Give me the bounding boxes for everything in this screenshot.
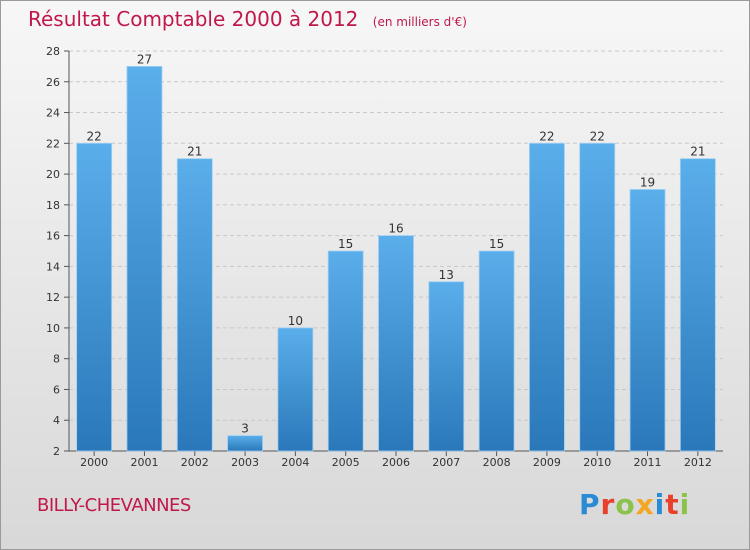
x-tick-label: 2008 xyxy=(483,456,511,469)
x-tick-label: 2011 xyxy=(634,456,662,469)
bar-value-label: 21 xyxy=(690,145,705,159)
bar-value-label: 13 xyxy=(439,268,454,282)
bar-value-label: 21 xyxy=(187,145,202,159)
x-tick-label: 2010 xyxy=(583,456,611,469)
x-tick-label: 2003 xyxy=(231,456,259,469)
x-tick-label: 2006 xyxy=(382,456,410,469)
x-tick-label: 2005 xyxy=(332,456,360,469)
bars xyxy=(76,65,716,452)
chart-subtitle: (en milliers d'€) xyxy=(372,15,467,29)
bar-2012 xyxy=(679,158,716,452)
y-tick-label: 8 xyxy=(53,353,60,366)
bar-2011 xyxy=(629,189,666,452)
bar-2008 xyxy=(478,250,515,452)
bar-value-label: 15 xyxy=(338,237,353,251)
bar-value-label: 22 xyxy=(539,129,554,143)
bar-2000 xyxy=(76,142,113,452)
bar-value-label: 27 xyxy=(137,52,152,66)
labels: 2468101214161820222426282220002720012120… xyxy=(46,45,712,469)
y-tick-label: 2 xyxy=(53,445,60,458)
bar-2009 xyxy=(529,142,565,452)
bar-2005 xyxy=(327,250,364,452)
bar-2010 xyxy=(579,142,616,452)
x-tick-label: 2007 xyxy=(432,456,460,469)
region-name: BILLY-CHEVANNES xyxy=(37,495,191,516)
x-tick-label: 2002 xyxy=(181,456,209,469)
y-tick-label: 22 xyxy=(46,137,60,150)
y-tick-label: 10 xyxy=(46,322,60,335)
bar-2004 xyxy=(277,327,314,452)
bar-2007 xyxy=(428,281,465,452)
y-tick-label: 14 xyxy=(46,260,60,273)
y-tick-label: 12 xyxy=(46,291,60,304)
brand-logo: Proxiti xyxy=(579,488,691,521)
bar-2006 xyxy=(378,235,414,452)
bar-value-label: 22 xyxy=(590,129,605,143)
y-tick-label: 16 xyxy=(46,230,60,243)
y-tick-label: 6 xyxy=(53,383,60,396)
bar-2002 xyxy=(176,158,213,452)
x-tick-label: 2012 xyxy=(684,456,712,469)
bar-2001 xyxy=(126,65,163,452)
bar-value-label: 3 xyxy=(241,422,249,436)
x-tick-label: 2004 xyxy=(281,456,309,469)
bar-2003 xyxy=(227,435,263,452)
y-tick-label: 4 xyxy=(53,414,60,427)
y-tick-label: 24 xyxy=(46,107,60,120)
y-tick-label: 28 xyxy=(46,45,60,58)
y-tick-label: 20 xyxy=(46,168,60,181)
bar-value-label: 10 xyxy=(288,314,303,328)
x-tick-label: 2001 xyxy=(130,456,158,469)
chart-title-text: Résultat Comptable 2000 à 2012 xyxy=(28,7,359,31)
chart-title: Résultat Comptable 2000 à 2012 (en milli… xyxy=(28,7,467,31)
y-tick-label: 26 xyxy=(46,76,60,89)
bar-value-label: 19 xyxy=(640,175,655,189)
x-tick-label: 2009 xyxy=(533,456,561,469)
bar-value-label: 16 xyxy=(388,222,403,236)
x-tick-label: 2000 xyxy=(80,456,108,469)
y-tick-label: 18 xyxy=(46,199,60,212)
bar-value-label: 22 xyxy=(87,129,102,143)
bar-value-label: 15 xyxy=(489,237,504,251)
